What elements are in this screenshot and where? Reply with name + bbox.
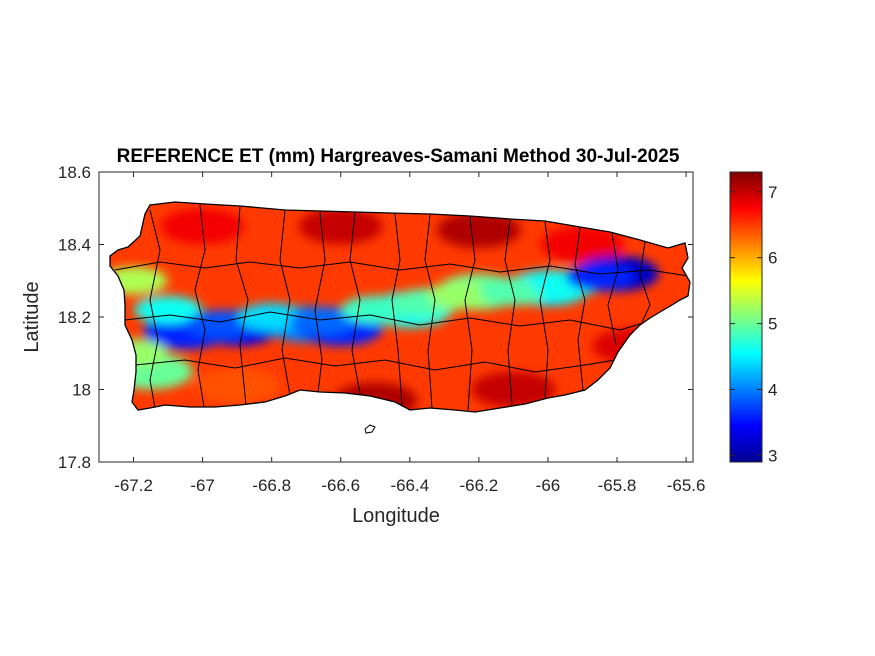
y-tick-label: 18.4 (58, 236, 91, 255)
x-tick-label: -67.2 (114, 476, 153, 495)
island-coastline (109, 201, 691, 413)
x-tick-label: -66.6 (321, 476, 360, 495)
y-tick-label: 18.6 (58, 163, 91, 182)
x-tick-label: -65.6 (667, 476, 706, 495)
municipal-boundary (279, 209, 291, 396)
municipal-boundary (639, 241, 651, 323)
y-tick-label: 17.8 (58, 453, 91, 472)
x-tick-label: -67 (190, 476, 215, 495)
x-tick-label: -65.8 (598, 476, 637, 495)
municipal-boundary (124, 311, 661, 331)
colorbar (729, 171, 763, 463)
x-axis-title: Longitude (352, 505, 440, 527)
y-axis-title: Latitude (21, 281, 43, 352)
municipal-boundaries (114, 204, 689, 411)
municipal-boundary (235, 206, 249, 406)
et-sample-blob (185, 310, 254, 339)
x-axis-ticks: -67.2 -67 -66.8 -66.6 -66.4 -66.2 -66 -65.8 -65.… (114, 172, 705, 495)
map-layer (109, 201, 691, 434)
et-sample-blob (565, 263, 634, 292)
municipal-boundary (539, 221, 551, 399)
colorbar-tick-label: 3 (768, 446, 777, 465)
municipal-boundary (134, 357, 616, 373)
municipal-boundary (314, 211, 326, 393)
colorbar-tick-label: 7 (768, 183, 777, 202)
et-sample-blob (298, 208, 383, 245)
x-tick-label: -66.4 (390, 476, 429, 495)
et-field-blobs (110, 208, 677, 412)
colorbar-tick-label: 6 (768, 249, 777, 268)
x-tick-label: -66 (536, 476, 561, 495)
y-tick-label: 18.2 (58, 308, 91, 327)
plot-title: REFERENCE ET (mm) Hargreaves-Samani Meth… (117, 146, 680, 167)
et-sample-blob (289, 306, 358, 335)
municipal-boundary (504, 219, 516, 406)
municipal-boundary (391, 213, 403, 406)
y-tick-label: 18 (72, 381, 91, 400)
municipal-boundary (349, 212, 361, 395)
et-sample-blob (471, 371, 556, 408)
et-sample-blob (436, 212, 521, 248)
x-tick-label: -66.2 (460, 476, 499, 495)
municipal-boundary (194, 204, 206, 408)
municipal-boundary (114, 261, 689, 277)
y-axis-ticks: 18.6 18.4 18.2 18 17.8 (58, 163, 693, 472)
municipal-boundary (464, 216, 476, 411)
municipal-boundary (574, 227, 586, 391)
et-sample-blob (195, 367, 280, 404)
municipal-boundary (607, 232, 619, 346)
colorbar-tick-label: 5 (768, 315, 777, 334)
et-sample-blob (540, 226, 625, 263)
colorbar-ticks: 3 4 5 6 7 (730, 183, 777, 465)
colorbar-tick-label: 4 (768, 381, 777, 400)
x-tick-label: -66.8 (252, 476, 291, 495)
municipal-boundary (149, 209, 161, 409)
et-sample-blob (427, 281, 496, 310)
small-island (364, 424, 376, 434)
